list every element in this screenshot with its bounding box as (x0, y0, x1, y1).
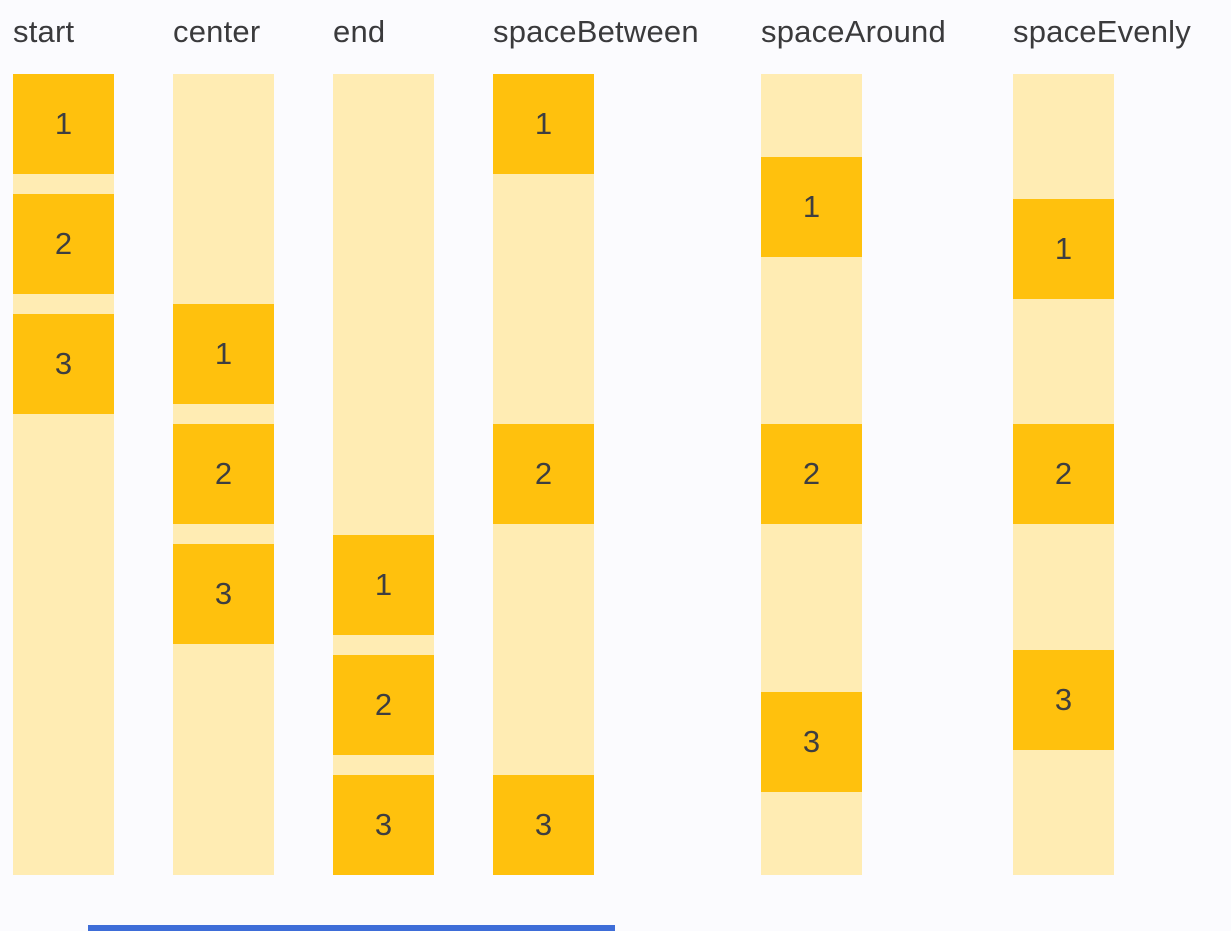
flex-item-box: 3 (173, 544, 274, 644)
flex-item-box: 2 (493, 424, 594, 524)
item-number: 3 (54, 346, 73, 381)
flex-item-box: 3 (493, 775, 594, 875)
item-number: 3 (214, 576, 233, 611)
flex-item-box: 2 (1013, 424, 1114, 524)
flex-item-box: 1 (13, 74, 114, 174)
column-track: 1 2 3 (333, 74, 434, 875)
column-track: 1 2 3 (761, 74, 862, 875)
item-number: 2 (534, 456, 553, 491)
flex-item-box: 2 (173, 424, 274, 524)
item-number: 2 (1054, 456, 1073, 491)
flex-item-box: 2 (333, 655, 434, 755)
flex-item-box: 3 (13, 314, 114, 414)
column-label: start (13, 14, 75, 49)
column-track: 1 2 3 (13, 74, 114, 875)
item-number: 3 (374, 807, 393, 842)
flex-item-box: 1 (493, 74, 594, 174)
item-number: 1 (534, 106, 553, 141)
column-track: 1 2 3 (173, 74, 274, 875)
item-number: 2 (214, 456, 233, 491)
item-number: 1 (374, 567, 393, 602)
flex-item-box: 2 (13, 194, 114, 294)
item-number: 2 (374, 687, 393, 722)
flex-item-box: 1 (1013, 199, 1114, 299)
item-number: 2 (802, 456, 821, 491)
column-label: spaceBetween (493, 14, 699, 49)
item-number: 3 (802, 724, 821, 759)
item-number: 2 (54, 226, 73, 261)
item-number: 1 (1054, 231, 1073, 266)
column-label: spaceEvenly (1013, 14, 1191, 49)
item-number: 3 (534, 807, 553, 842)
column-label: spaceAround (761, 14, 946, 49)
flex-item-box: 3 (1013, 650, 1114, 750)
item-number: 3 (1054, 682, 1073, 717)
column-label: center (173, 14, 261, 49)
item-number: 1 (802, 189, 821, 224)
column-track: 1 2 3 (493, 74, 594, 875)
item-number: 1 (54, 106, 73, 141)
flex-item-box: 1 (173, 304, 274, 404)
flex-item-box: 1 (333, 535, 434, 635)
column-label: end (333, 14, 386, 49)
flex-item-box: 2 (761, 424, 862, 524)
column-track: 1 2 3 (1013, 74, 1114, 875)
horizontal-scrollbar-thumb[interactable] (88, 925, 615, 931)
flex-item-box: 1 (761, 157, 862, 257)
flex-item-box: 3 (761, 692, 862, 792)
item-number: 1 (214, 336, 233, 371)
flex-item-box: 3 (333, 775, 434, 875)
